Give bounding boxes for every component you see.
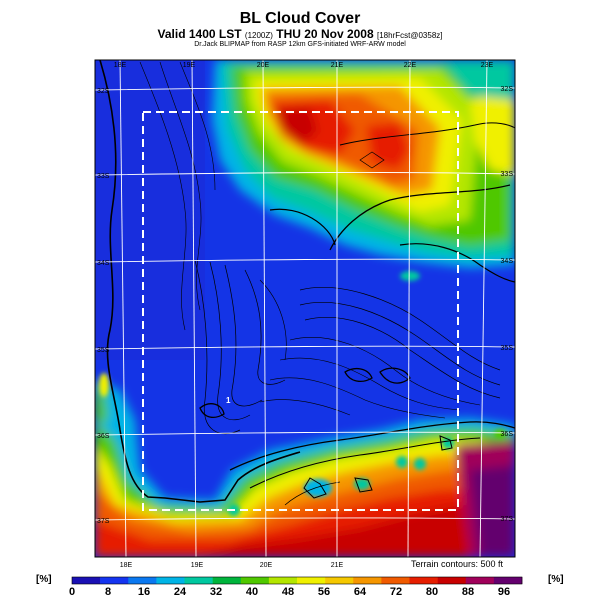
lon-label-top: 22E (404, 62, 417, 69)
valid-time-utc: (1200Z) (244, 31, 273, 40)
lat-label-right: 32S (501, 86, 514, 93)
lat-label-left: 35S (97, 347, 110, 354)
legend-unit-right: [%] (548, 574, 564, 585)
valid-time-line: Valid 1400 LST (1200Z) THU 20 Nov 2008 [… (0, 27, 600, 41)
lat-label-left: 32S (97, 88, 110, 95)
lat-label-right: 35S (501, 345, 514, 352)
map-title: BL Cloud Cover (239, 10, 361, 27)
cloud-field (95, 60, 515, 557)
lon-label-top: 21E (331, 62, 344, 69)
lat-label-left: 36S (97, 433, 110, 440)
lon-label-bottom: 20E (260, 562, 273, 569)
lon-label-bottom: 18E (120, 562, 133, 569)
lat-label-left: 37S (97, 518, 110, 525)
terrain-contours (139, 61, 515, 506)
lon-label-top: 19E (183, 62, 196, 69)
lon-label-bottom: 19E (191, 562, 204, 569)
inner-domain-box (142, 111, 459, 511)
lat-label-left: 34S (97, 260, 110, 267)
lon-label-bottom: 21E (331, 562, 344, 569)
map-frame (94, 59, 516, 558)
lat-label-right: 33S (501, 171, 514, 178)
graticule (94, 59, 516, 558)
lat-label-right: 36S (501, 431, 514, 438)
legend-unit-left: [%] (36, 574, 52, 585)
lon-label-top: 23E (481, 62, 494, 69)
valid-date: THU 20 Nov 2008 (276, 27, 374, 41)
axis-labels: 18E 19E 20E 21E 22E 23E 18E 19E 20E 21E … (97, 62, 513, 569)
coastline (99, 60, 301, 503)
forecast-info: [18hrFcst@0358z] (377, 31, 443, 40)
field-marker-label: 1 (226, 396, 231, 405)
lon-label-top: 18E (114, 62, 127, 69)
lon-label-top: 20E (257, 62, 270, 69)
valid-time: Valid 1400 LST (157, 27, 242, 41)
terrain-contour-note: Terrain contours: 500 ft (410, 559, 503, 569)
lat-label-right: 34S (501, 258, 514, 265)
lat-label-left: 33S (97, 173, 110, 180)
model-credit: Dr.Jack BLIPMAP from RASP 12km GFS-initi… (194, 41, 406, 48)
lat-label-right: 37S (501, 516, 514, 523)
